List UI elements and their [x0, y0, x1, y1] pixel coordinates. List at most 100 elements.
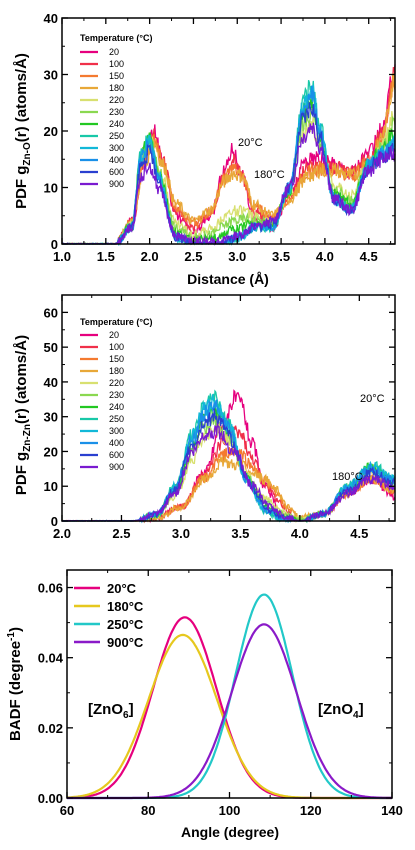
ytick-label: 0 — [51, 514, 58, 529]
badf-zno4-close: ] — [359, 701, 364, 718]
xtick-label: 100 — [219, 803, 241, 818]
zn-o-yticks: 0 10 20 30 40 — [44, 11, 395, 252]
xtick-label: 140 — [381, 803, 403, 818]
badf-legend-label-250c: 250°C — [107, 617, 144, 632]
zn-o-ylabel-main: PDF g — [13, 166, 30, 209]
ytick-label: 40 — [44, 375, 58, 390]
legend-label-240c: 240 — [109, 119, 124, 129]
ytick-label: 0 — [51, 237, 58, 252]
zn-zn-panel: 0 10 20 30 40 50 60 2.0 2.5 3.0 3.5 4.0 4.5 PDF gZn… — [13, 294, 396, 541]
xtick-label: 1.5 — [97, 249, 115, 264]
zn-zn-legend-title: Temperature (°C) — [80, 317, 152, 327]
badf-ylabel-sup: -1 — [6, 632, 17, 641]
xtick-label: 4.5 — [360, 249, 378, 264]
badf-xlabel: Angle (degree) — [181, 824, 279, 840]
zn-zn-ylabel-sub: Zn-Zn — [22, 424, 33, 452]
legend-label-230c: 230 — [109, 107, 124, 117]
xtick-label: 4.0 — [291, 526, 309, 541]
legend-label-180c: 180 — [109, 83, 124, 93]
zn-zn-ylabel-tail: (r) (atoms/Å) — [13, 335, 30, 424]
xtick-label: 2.0 — [141, 249, 159, 264]
legend-label-300c: 300 — [109, 426, 124, 436]
zn-o-legend: 20 100 150 180 220 230 240 250 300 400 600 900 — [80, 47, 124, 189]
legend-label-150c: 150 — [109, 71, 124, 81]
zn-zn-annotation-20c: 20°C — [360, 393, 385, 405]
ytick-label: 10 — [44, 181, 58, 196]
legend-label-900c: 900 — [109, 462, 124, 472]
zn-zn-xticks: 2.0 2.5 3.0 3.5 4.0 4.5 — [53, 295, 390, 541]
xtick-label: 1.0 — [53, 249, 71, 264]
ytick-label: 20 — [44, 124, 58, 139]
ytick-label: 50 — [44, 340, 58, 355]
legend-label-300c: 300 — [109, 143, 124, 153]
ytick-label: 30 — [44, 410, 58, 425]
ytick-label: 60 — [44, 305, 58, 320]
ytick-label: 30 — [44, 68, 58, 83]
zn-o-ylabel: PDF gZn-O(r) (atoms/Å) — [13, 53, 33, 209]
xtick-label: 2.5 — [112, 526, 130, 541]
legend-label-400c: 400 — [109, 155, 124, 165]
ytick-label: 0.00 — [38, 791, 63, 806]
zn-zn-annotation-180c: 180°C — [332, 471, 363, 483]
ytick-label: 10 — [44, 479, 58, 494]
ytick-label: 40 — [44, 11, 58, 26]
zn-zn-plot-frame — [61, 294, 396, 522]
badf-ylabel-close: ) — [7, 627, 24, 632]
badf-legend-label-180c: 180°C — [107, 599, 144, 614]
xtick-label: 4.5 — [350, 526, 368, 541]
legend-label-220c: 220 — [109, 378, 124, 388]
badf-panel: 0.00 0.02 0.04 0.06 60 80 100 120 140 Angle (de… — [6, 569, 403, 840]
badf-yticks: 0.00 0.02 0.04 0.06 — [38, 581, 392, 806]
ytick-label: 0.04 — [38, 651, 64, 666]
legend-label-150c: 150 — [109, 354, 124, 364]
legend-label-250c: 250 — [109, 414, 124, 424]
legend-label-20c: 20 — [109, 47, 119, 57]
legend-label-400c: 400 — [109, 438, 124, 448]
badf-xticks: 60 80 100 120 140 — [60, 570, 403, 818]
legend-label-220c: 220 — [109, 95, 124, 105]
zn-zn-ylabel-main: PDF g — [13, 452, 30, 495]
legend-label-180c: 180 — [109, 366, 124, 376]
badf-annotation-zno6: [ZnO6] — [88, 701, 134, 721]
curve-900c — [61, 122, 396, 246]
xtick-label: 3.0 — [228, 249, 246, 264]
badf-ylabel: BADF (degree-1) — [6, 627, 24, 741]
zn-o-xlabel: Distance (Å) — [187, 271, 269, 287]
legend-label-240c: 240 — [109, 402, 124, 412]
zn-o-xticks: 1.0 1.5 2.0 2.5 3.0 3.5 4.0 4.5 — [53, 18, 392, 264]
badf-zno6-sub: 6 — [123, 710, 129, 721]
xtick-label: 4.0 — [316, 249, 334, 264]
legend-label-250c: 250 — [109, 131, 124, 141]
xtick-label: 3.0 — [172, 526, 190, 541]
zn-o-ylabel-sub: Zn-O — [22, 142, 33, 166]
legend-label-600c: 600 — [109, 450, 124, 460]
badf-zno4-sub: 4 — [353, 710, 359, 721]
xtick-label: 2.0 — [53, 526, 71, 541]
legend-label-20c: 20 — [109, 330, 119, 340]
zn-o-ylabel-tail: (r) (atoms/Å) — [13, 53, 30, 142]
legend-label-230c: 230 — [109, 390, 124, 400]
zn-o-panel: 0 10 20 30 40 1.0 1.5 2.0 2.5 3.0 3.5 4.0 4.5 Dista… — [13, 11, 396, 287]
badf-zno4-main: [ZnO — [318, 701, 353, 718]
ytick-label: 0.02 — [38, 721, 63, 736]
badf-zno6-close: ] — [129, 701, 134, 718]
xtick-label: 80 — [141, 803, 155, 818]
xtick-label: 3.5 — [231, 526, 249, 541]
zn-o-annotation-20c: 20°C — [238, 137, 263, 149]
legend-label-900c: 900 — [109, 179, 124, 189]
xtick-label: 3.5 — [272, 249, 290, 264]
legend-label-600c: 600 — [109, 167, 124, 177]
badf-zno6-main: [ZnO — [88, 701, 123, 718]
badf-legend-label-900c: 900°C — [107, 635, 144, 650]
badf-ylabel-main: BADF (degree — [7, 641, 24, 741]
zn-o-annotation-180c: 180°C — [254, 169, 285, 181]
zn-zn-ylabel: PDF gZn-Zn(r) (atoms/Å) — [13, 335, 33, 495]
legend-label-100c: 100 — [109, 59, 124, 69]
zn-zn-legend: 20 100 150 180 220 230 240 250 300 400 600 900 — [80, 330, 124, 472]
badf-annotation-zno4: [ZnO4] — [318, 701, 364, 721]
xtick-label: 60 — [60, 803, 74, 818]
zn-zn-yticks: 0 10 20 30 40 50 60 — [44, 305, 395, 529]
badf-legend: 20°C 180°C 250°C 900°C — [74, 581, 144, 650]
ytick-label: 0.06 — [38, 581, 63, 596]
